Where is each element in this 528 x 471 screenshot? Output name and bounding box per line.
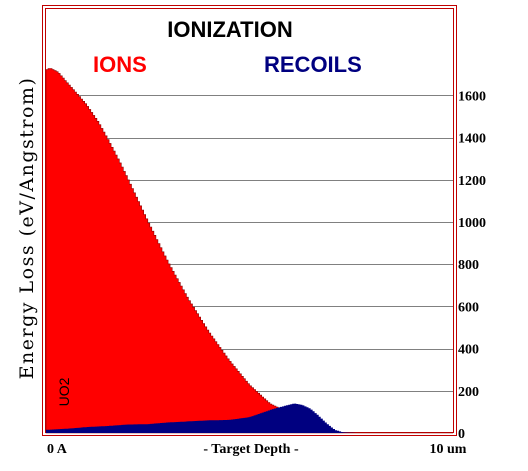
y-tick-label-1600: 1600 bbox=[458, 89, 486, 104]
y-tick-label-600: 600 bbox=[458, 300, 479, 315]
y-tick-label-1400: 1400 bbox=[458, 132, 486, 147]
y-tick-label-0: 0 bbox=[458, 427, 465, 442]
series-layer bbox=[45, 68, 453, 434]
x-axis-label: - Target Depth - bbox=[203, 442, 299, 457]
y-tick-label-1200: 1200 bbox=[458, 174, 486, 189]
x-axis-end-label: 10 um bbox=[430, 442, 467, 457]
y-tick-labels: 0 200 400 600 800 1000 1200 1400 1600 bbox=[458, 89, 486, 442]
chart-title: IONIZATION bbox=[167, 17, 292, 42]
legend-recoils: RECOILS bbox=[264, 52, 362, 77]
series-area-recoils bbox=[46, 403, 453, 433]
y-tick-label-800: 800 bbox=[458, 258, 479, 273]
y-tick-label-200: 200 bbox=[458, 385, 479, 400]
x-axis-start-label: 0 A bbox=[47, 442, 68, 457]
y-axis-label: Energy Loss (eV/Angstrom) bbox=[16, 77, 38, 380]
y-tick-label-400: 400 bbox=[458, 343, 479, 358]
legend-ions: IONS bbox=[93, 52, 147, 77]
y-tick-label-1000: 1000 bbox=[458, 216, 486, 231]
target-material-label: UO2 bbox=[56, 377, 72, 406]
